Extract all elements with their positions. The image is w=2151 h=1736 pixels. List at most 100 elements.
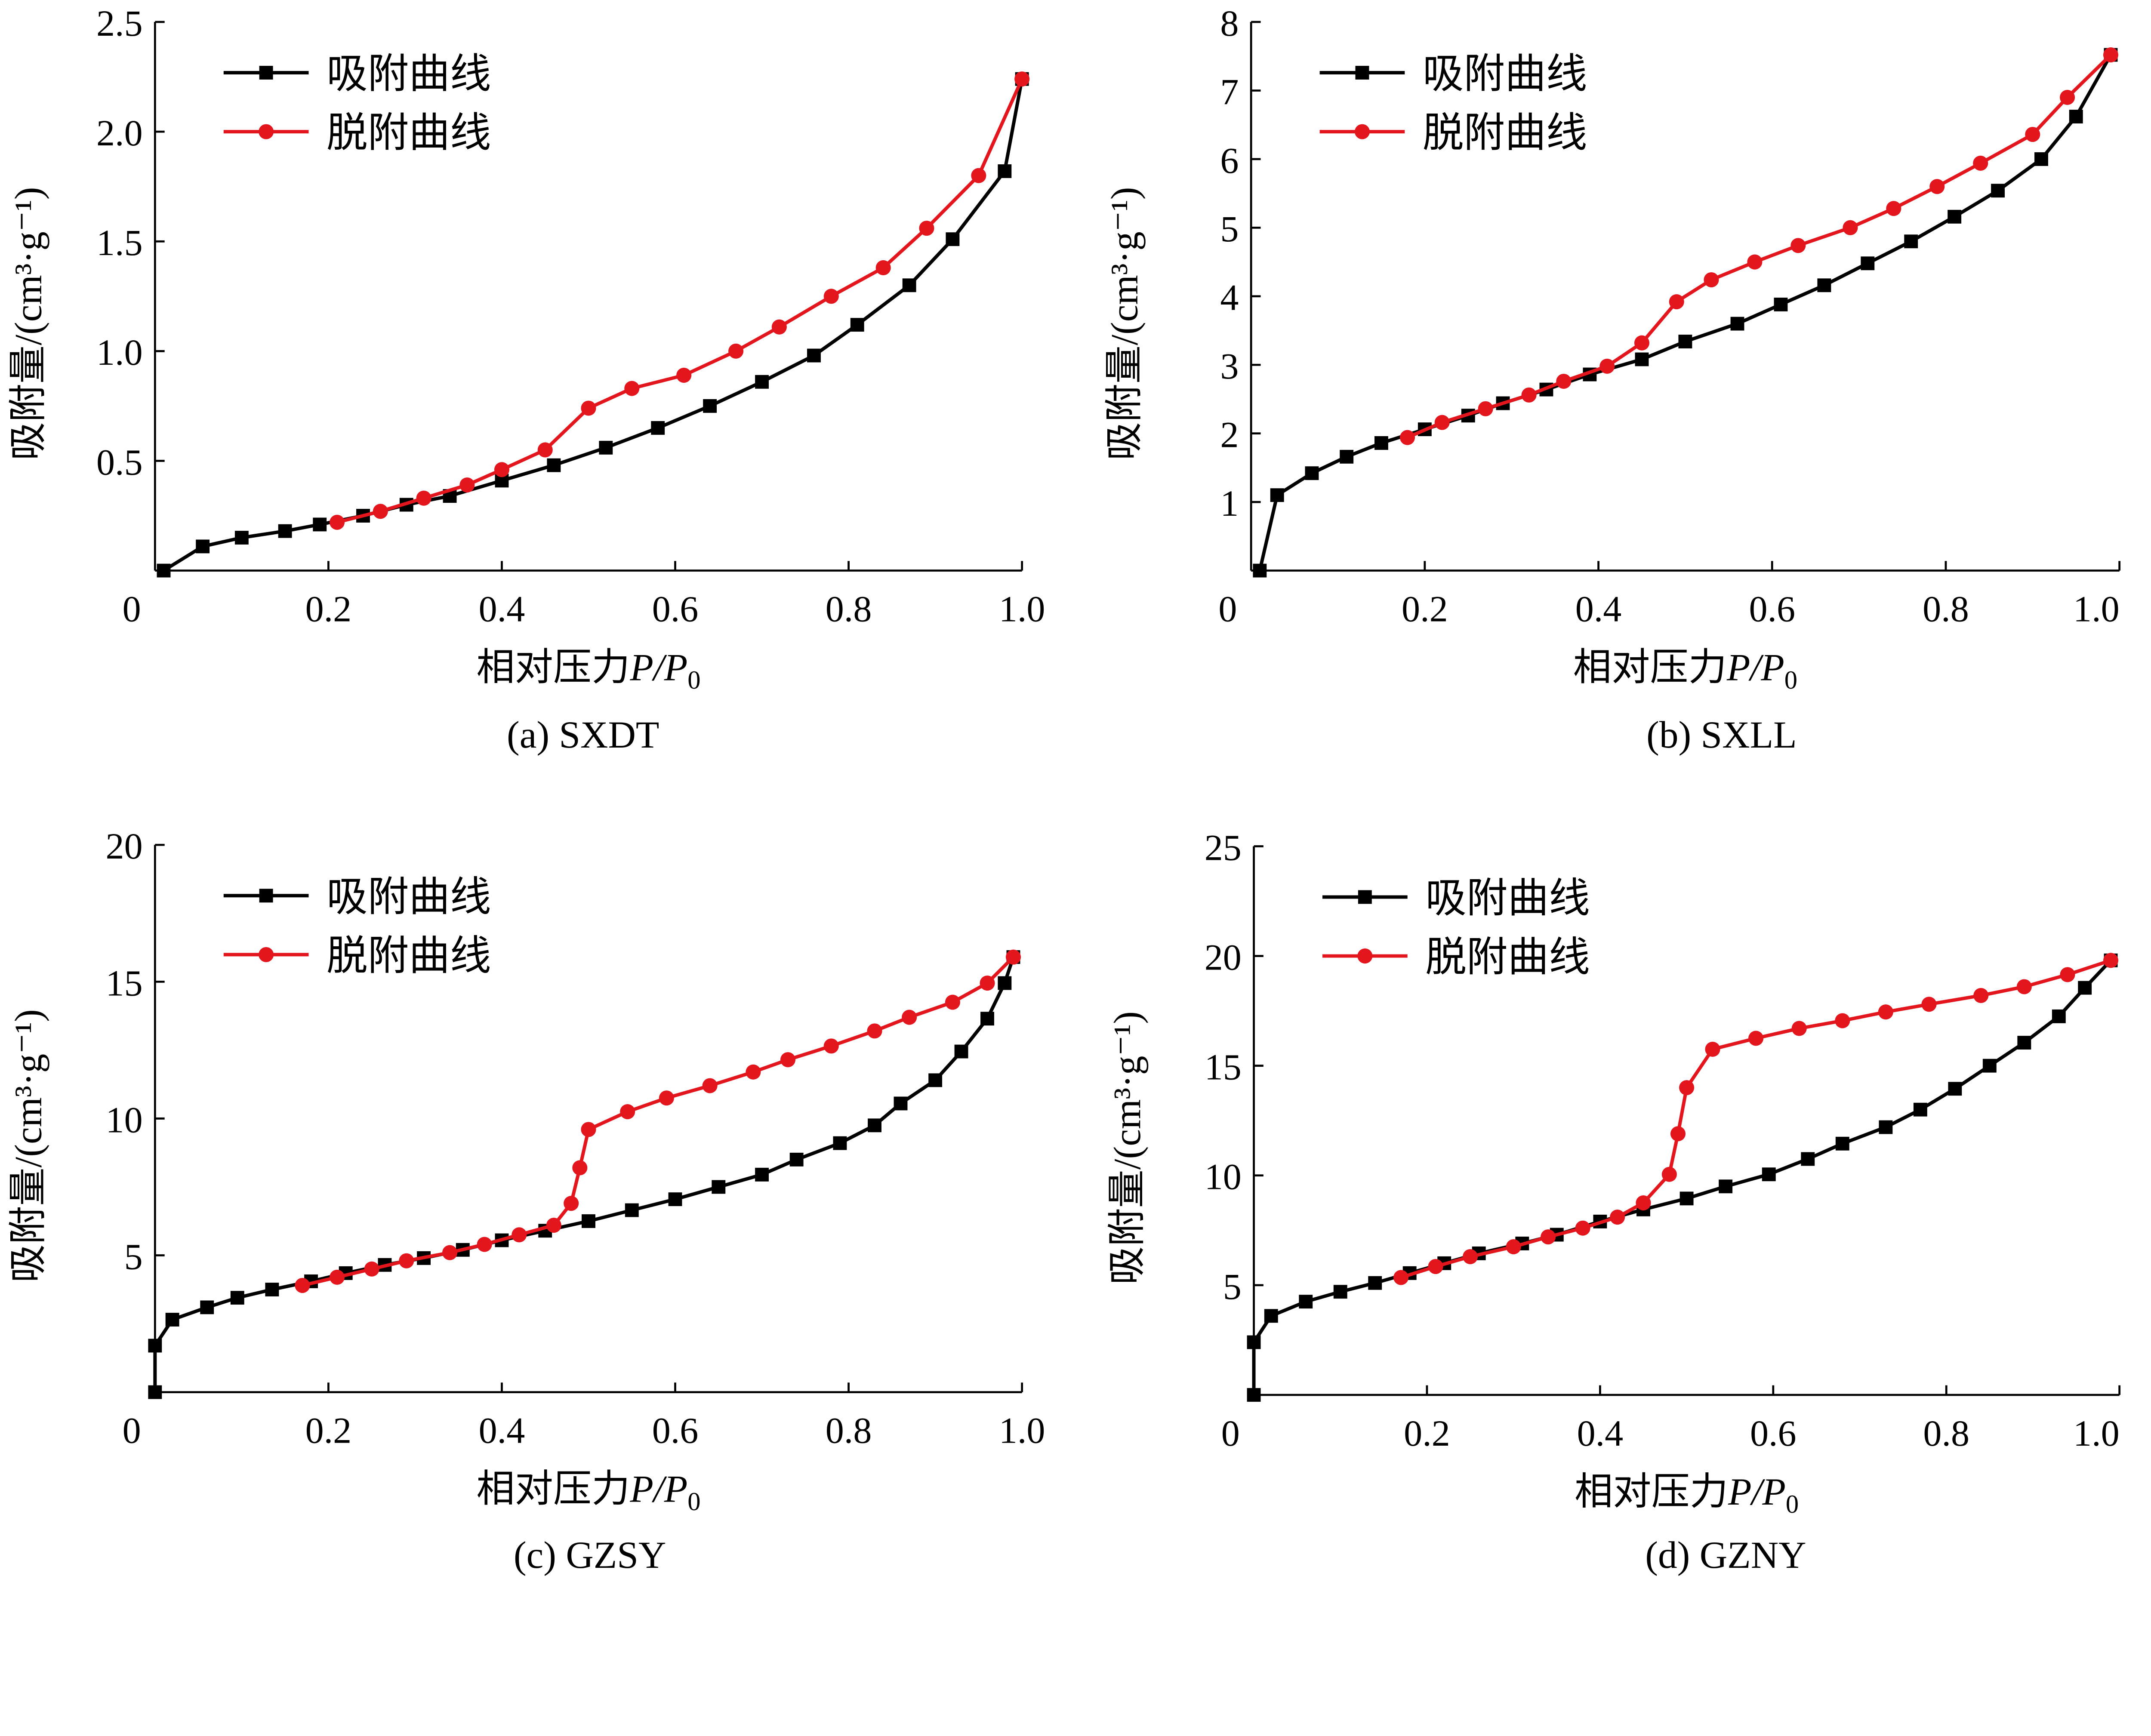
x-tick-label: 0.2	[1402, 588, 1448, 630]
chart-panel-0: 0 0.2 0.4 0.6 0.8 1.0 0.5 1.0 1.5 2.0 2.5 吸附量/(cm³·…	[7, 3, 1045, 756]
data-point	[547, 458, 561, 472]
chart-panel-3: 0 0.2 0.4 0.6 0.8 1.0 5 10 15 20 25 吸附量/(cm³·g⁻¹) 相对…	[1106, 827, 2121, 1576]
data-point	[746, 1064, 761, 1080]
legend-label: 脱附曲线	[327, 933, 491, 979]
data-point	[1634, 335, 1650, 351]
data-point	[295, 1277, 310, 1293]
x-axis-label: 相对压力P/P0	[476, 1468, 700, 1516]
y-tick-label: 2	[1220, 414, 1239, 456]
data-point	[1678, 335, 1692, 348]
data-point	[230, 1291, 244, 1305]
x-tick-label: 0.4	[1577, 1413, 1624, 1454]
series-line	[302, 956, 1015, 1287]
data-point	[1005, 949, 1021, 965]
x-tick-label: 0	[1218, 588, 1237, 630]
series-line	[1406, 53, 2112, 439]
data-point	[1305, 466, 1319, 480]
data-point	[1610, 1210, 1625, 1225]
y-tick-label: 10	[106, 1099, 143, 1140]
legend-marker	[259, 124, 274, 139]
data-point	[1599, 358, 1615, 374]
data-point	[1948, 209, 1962, 224]
data-point	[1463, 1249, 1478, 1265]
series-adsorption	[157, 72, 1029, 578]
x-tick-label: 0.6	[1750, 1413, 1797, 1454]
data-point	[196, 539, 210, 554]
data-point	[265, 1283, 279, 1296]
data-point	[1991, 184, 2005, 198]
data-point	[1368, 1276, 1382, 1290]
data-point	[1973, 155, 1988, 171]
x-tick-label: 0.6	[1749, 588, 1795, 630]
data-point	[980, 1012, 994, 1026]
x-tick-label: 0.8	[826, 588, 872, 630]
series-desorption	[1393, 953, 2119, 1285]
y-tick-label: 15	[1205, 1047, 1242, 1088]
data-point	[512, 1227, 527, 1243]
y-tick-label: 6	[1220, 140, 1239, 181]
data-point	[668, 1192, 682, 1207]
series-adsorption	[148, 950, 1020, 1399]
data-point	[807, 348, 821, 363]
data-point	[850, 318, 864, 332]
x-tick-label: 0.2	[1404, 1413, 1450, 1454]
data-point	[582, 1214, 595, 1228]
legend-marker	[1358, 890, 1372, 904]
data-point	[1843, 220, 1858, 235]
data-point	[919, 221, 934, 236]
legend-marker	[1357, 948, 1373, 964]
data-point	[1886, 201, 1901, 216]
x-axis-label-var: P/P	[629, 646, 687, 689]
data-point	[789, 1152, 804, 1167]
y-tick-label: 1.5	[96, 222, 143, 263]
data-point	[1921, 997, 1937, 1012]
series-line	[153, 956, 1015, 1392]
x-tick-label: 0.2	[305, 588, 352, 630]
y-tick-label: 1	[1220, 483, 1239, 524]
data-point	[2078, 981, 2092, 995]
x-axis-label-sub: 0	[687, 666, 700, 695]
y-axis-label: 吸附量/(cm³·g⁻¹)	[1103, 187, 1146, 460]
x-tick-label: 0.4	[479, 1410, 525, 1451]
data-point	[620, 1104, 635, 1120]
data-point	[1861, 256, 1875, 271]
figure: 0 0.2 0.4 0.6 0.8 1.0 0.5 1.0 1.5 2.0 2.5 吸附量/(cm³·…	[7, 3, 2121, 1576]
y-tick-label: 20	[1205, 936, 1242, 978]
data-point	[1253, 563, 1267, 578]
data-point	[1835, 1013, 1850, 1028]
legend-label: 脱附曲线	[1425, 935, 1590, 980]
data-point	[1774, 297, 1788, 311]
data-point	[373, 504, 388, 519]
series-desorption	[1399, 47, 2119, 445]
y-tick-label: 5	[124, 1236, 143, 1277]
data-point	[537, 442, 553, 458]
data-point	[2069, 110, 2083, 123]
data-point	[1835, 1136, 1849, 1151]
x-tick-label: 1.0	[2073, 588, 2120, 630]
data-point	[728, 343, 744, 359]
data-point	[868, 1118, 881, 1133]
data-point	[946, 232, 960, 246]
data-point	[165, 1313, 179, 1327]
y-tick-label: 10	[1205, 1156, 1242, 1197]
x-tick-label: 0.8	[826, 1410, 872, 1451]
data-point	[2060, 967, 2075, 982]
data-point	[157, 563, 171, 578]
data-point	[1719, 1179, 1733, 1194]
data-point	[477, 1237, 492, 1252]
legend-label: 吸附曲线	[1425, 876, 1590, 921]
x-axis-label-var: P/P	[1726, 646, 1784, 689]
data-point	[755, 1167, 769, 1182]
data-point	[2103, 47, 2119, 63]
data-point	[1948, 1082, 1962, 1096]
data-point	[416, 490, 431, 506]
data-point	[1790, 238, 1806, 253]
legend-marker	[259, 66, 273, 80]
y-tick-label: 3	[1220, 345, 1239, 387]
x-axis-label: 相对压力P/P0	[1573, 646, 1797, 695]
y-tick-label: 20	[106, 825, 143, 867]
data-point	[676, 367, 692, 383]
panel-caption: (d) GZNY	[1645, 1534, 1806, 1576]
data-point	[702, 1078, 718, 1093]
x-axis-label: 相对压力P/P0	[1575, 1471, 1799, 1519]
